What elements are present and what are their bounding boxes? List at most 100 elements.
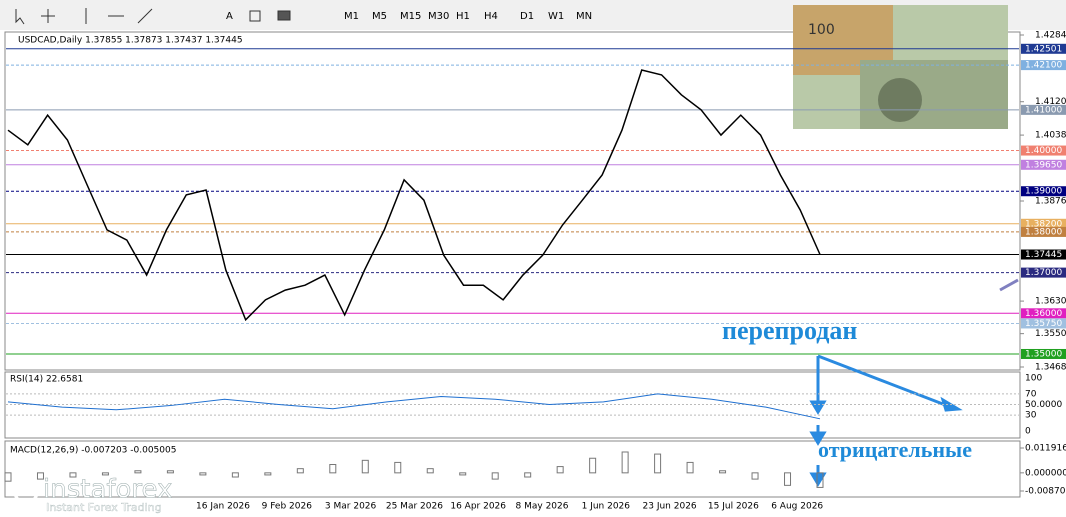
rsi-header: RSI(14) 22.6581	[10, 375, 83, 385]
level-label: 1.39000	[1025, 187, 1062, 197]
level-label-bg	[1021, 186, 1066, 197]
macd-bar	[296, 468, 304, 474]
y-tick-label: 1.41200	[1035, 97, 1066, 107]
level-label: 1.41000	[1025, 105, 1062, 115]
macd-tick-label: 0.011916	[1025, 444, 1066, 454]
level-label-bg	[1021, 43, 1066, 54]
annotation: отрицательные	[818, 437, 972, 462]
x-tick-label: 1 Jun 2026	[582, 502, 631, 512]
macd-bar	[394, 461, 402, 474]
logo-name: instaforex	[43, 475, 172, 505]
level-label: 1.38200	[1025, 219, 1062, 229]
x-tick-label: 8 May 2026	[516, 502, 569, 512]
macd-bar	[719, 470, 727, 474]
level-label-bg	[1021, 308, 1066, 319]
y-tick-label: 1.35500	[1035, 329, 1066, 339]
annotation-arrows	[809, 278, 1019, 487]
level-label-bg	[1021, 318, 1066, 329]
level-label-bg	[1021, 60, 1066, 71]
price-line	[7, 69, 821, 322]
banknotes-image: 100	[793, 5, 1008, 129]
macd-bar	[459, 472, 467, 476]
macd-bar	[361, 459, 369, 474]
timeframe-button[interactable]: MN	[576, 11, 592, 22]
level-label-bg	[1021, 159, 1066, 170]
macd-bar	[166, 470, 174, 474]
level-label: 1.37445	[1025, 250, 1062, 260]
macd-bar	[589, 457, 597, 474]
macd-bar	[686, 461, 694, 474]
annotation: перепродан	[722, 316, 857, 345]
level-label: 1.42100	[1025, 61, 1062, 71]
x-tick-label: 16 Jan 2026	[196, 502, 250, 512]
level-label-bg	[1021, 145, 1066, 156]
y-tick-label: 1.40380	[1035, 131, 1066, 141]
level-label-bg	[1021, 348, 1066, 359]
level-label-bg	[1021, 249, 1066, 260]
symbol-header: USDCAD,Daily 1.37855 1.37873 1.37437 1.3…	[18, 36, 243, 46]
logo-tagline: Instant Forex Trading	[46, 501, 162, 514]
rsi-tick-label: 100	[1025, 374, 1042, 384]
macd-bar	[816, 472, 824, 488]
logo: instaforex Instant Forex Trading	[12, 474, 173, 514]
timeframe-button[interactable]: M5	[372, 11, 387, 22]
rsi-tick-label: 0	[1025, 427, 1031, 437]
macd-bar	[621, 451, 629, 474]
level-label: 1.35000	[1025, 349, 1062, 359]
macd-bar	[426, 468, 434, 474]
x-tick-label: 15 Jul 2026	[708, 502, 759, 512]
x-tick-label: 3 Mar 2026	[325, 502, 377, 512]
macd-bar	[231, 472, 239, 478]
toolbar-icons	[15, 8, 291, 25]
macd-bar	[654, 453, 662, 474]
level-label: 1.36000	[1025, 309, 1062, 319]
macd-bar	[784, 472, 792, 486]
macd-bar	[751, 472, 759, 480]
macd-bar	[69, 472, 77, 478]
y-tick-label: 1.38760	[1035, 197, 1066, 207]
macd-bar	[524, 472, 532, 478]
text-tool[interactable]: A	[226, 11, 233, 22]
level-label: 1.35750	[1025, 319, 1062, 329]
level-label-bg	[1021, 218, 1066, 229]
macd-bar	[134, 470, 142, 474]
level-label-bg	[1021, 267, 1066, 278]
timeframe-button[interactable]: M30	[428, 11, 449, 22]
x-tick-label: 6 Aug 2026	[771, 502, 823, 512]
y-tick-label: 1.36300	[1035, 297, 1066, 307]
macd-bar	[556, 466, 564, 474]
y-tick-label: 1.34680	[1035, 363, 1066, 373]
level-label-bg	[1021, 226, 1066, 237]
timeframe-button[interactable]: W1	[548, 11, 564, 22]
timeframe-button[interactable]: M15	[400, 11, 421, 22]
x-tick-label: 16 Apr 2026	[450, 502, 506, 512]
rsi-tick-label: 30	[1025, 411, 1037, 421]
timeframe-button[interactable]: H1	[456, 11, 470, 22]
rsi-tick-label: 70	[1025, 389, 1037, 399]
macd-bar	[4, 472, 12, 482]
timeframe-button[interactable]: D1	[520, 11, 534, 22]
macd-header: MACD(12,26,9) -0.007203 -0.005005	[10, 446, 176, 456]
x-tick-label: 9 Feb 2026	[262, 502, 313, 512]
macd-panel	[4, 440, 1021, 498]
macd-bar	[199, 472, 207, 476]
level-label: 1.40000	[1025, 146, 1062, 156]
level-label: 1.42501	[1025, 44, 1062, 54]
level-label-bg	[1021, 104, 1066, 115]
macd-bar	[101, 472, 109, 476]
macd-tick-label: 0.000000	[1025, 468, 1066, 478]
svg-text:100: 100	[808, 22, 835, 38]
timeframe-button[interactable]: M1	[344, 11, 359, 22]
macd-tick-label: -0.008709	[1025, 487, 1066, 497]
timeframe-button[interactable]: H4	[484, 11, 498, 22]
macd-bar	[264, 472, 272, 476]
rsi-line	[7, 393, 821, 420]
macd-bar	[36, 472, 44, 480]
x-tick-label: 25 Mar 2026	[386, 502, 443, 512]
macd-bar	[491, 472, 499, 480]
level-label: 1.38000	[1025, 227, 1062, 237]
level-label: 1.37000	[1025, 268, 1062, 278]
x-tick-label: 23 Jun 2026	[643, 502, 697, 512]
rsi-tick-label: 50.0000	[1025, 400, 1062, 410]
